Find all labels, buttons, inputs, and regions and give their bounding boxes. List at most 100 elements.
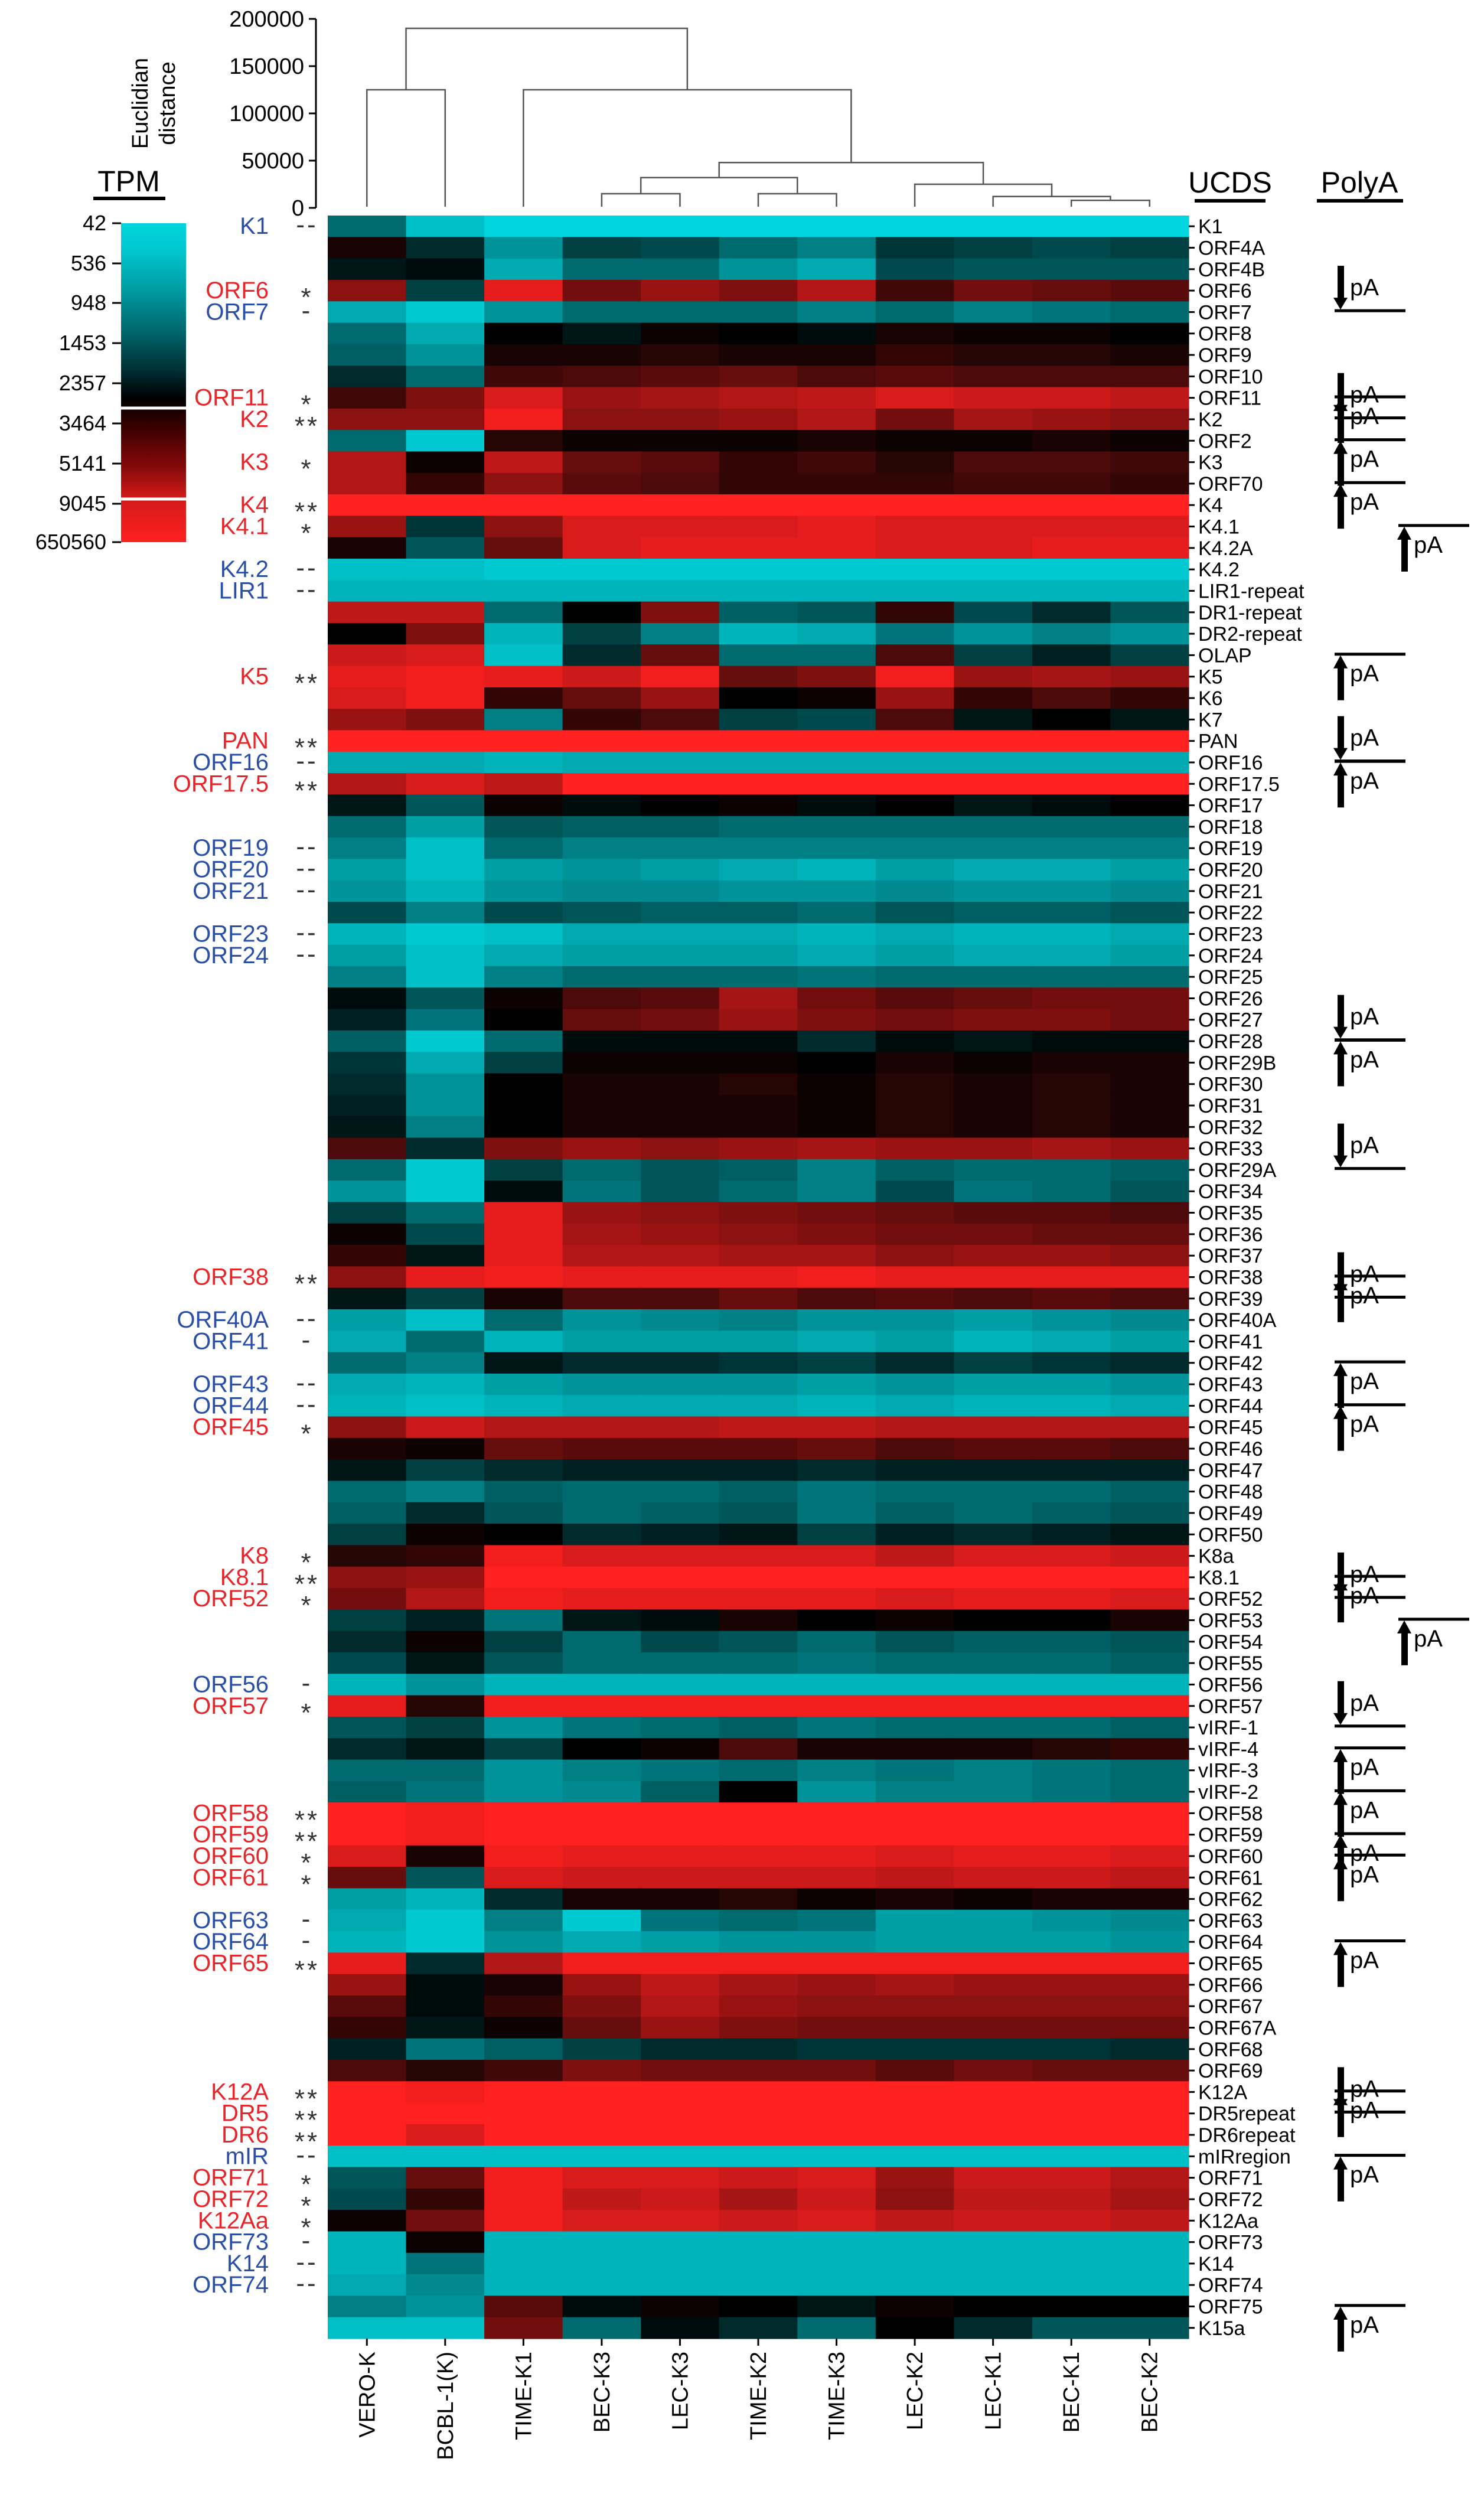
heatmap-cell [1032,1931,1111,1953]
heatmap-cell [1032,1266,1111,1289]
heatmap-cell [641,494,720,516]
heatmap-cell [954,1437,1033,1460]
heatmap-cell [562,1437,641,1460]
column-label: BCBL-1(K) [433,2352,458,2460]
dendrogram-tick-label: 200000 [229,7,304,32]
heatmap-cell [954,1888,1033,1910]
heatmap-cell [406,1373,485,1395]
heatmap-cell [954,2295,1033,2318]
heatmap-cell [1032,430,1111,452]
heatmap-cell [797,1459,876,1482]
heatmap-cell [406,1137,485,1160]
heatmap-cell [406,1738,485,1760]
ucds-row-label: DR1-repeat [1198,602,1302,624]
heatmap-cell [562,2124,641,2146]
heatmap-cell [1032,601,1111,624]
heatmap-cell [328,1609,407,1632]
heatmap-cell [328,2124,407,2146]
heatmap-cell [328,1481,407,1503]
ucds-row-label: ORF21 [1198,881,1263,903]
heatmap-cell [875,2252,954,2275]
heatmap-cell [1032,1995,1111,2017]
ucds-row-label: DR5repeat [1198,2103,1296,2125]
heatmap-cell [328,2102,407,2125]
heatmap-cell [954,923,1033,945]
ucds-row-label: K8a [1198,1545,1234,1568]
heatmap-cell [954,773,1033,795]
heatmap-cell [328,451,407,474]
heatmap-cell [641,1974,720,1996]
heatmap-cell [954,2252,1033,2275]
heatmap-cell [954,216,1033,237]
heatmap-cell [328,816,407,838]
heatmap-cell [484,966,563,988]
heatmap-cell [406,1502,485,1524]
heatmap-cell [562,344,641,366]
heatmap-cell [484,516,563,538]
heatmap-cell [328,1674,407,1696]
heatmap-cell [797,709,876,731]
heatmap-cell [641,1888,720,1910]
significance-mark: * [301,1591,313,1620]
heatmap-cell [1110,2017,1189,2039]
heatmap-cell [719,1609,798,1632]
polya-arrow-head [1333,655,1348,669]
heatmap-cell [875,451,954,474]
heatmap-cell [875,923,954,945]
heatmap-cell [1032,1395,1111,1417]
heatmap-cell [484,1395,563,1417]
heatmap-cell [641,366,720,388]
heatmap-cell [406,2017,485,2039]
heatmap-cell [875,1931,954,1953]
heatmap-cell [954,1352,1033,1374]
heatmap-cell [1110,430,1189,452]
heatmap-cell [875,1052,954,1074]
heatmap-cell [1032,1695,1111,1717]
heatmap-cell [1110,1094,1189,1117]
heatmap-cell [1110,666,1189,688]
heatmap-cell [797,1738,876,1760]
heatmap-cell [719,794,798,817]
heatmap-cell [406,1331,485,1353]
heatmap-cell [641,430,720,452]
polya-up-arrow: pA [1333,653,1405,700]
heatmap-cell [641,1395,720,1417]
heatmap-cell [562,2295,641,2318]
heatmap-cell [875,1331,954,1353]
heatmap-cell [954,301,1033,324]
heatmap-cell [1032,622,1111,645]
heatmap-cell [1110,601,1189,624]
heatmap-cell [328,1395,407,1417]
polya-up-arrow: pA [1333,481,1405,529]
polya-label: pA [1350,1004,1379,1030]
polya-arrow-shaft [1338,1552,1344,1587]
heatmap-cell [484,1781,563,1803]
heatmap-cell [406,837,485,859]
heatmap-cell [484,451,563,474]
ucds-row-label: mIRregion [1198,2145,1291,2168]
heatmap-cell [562,730,641,752]
heatmap-cell [719,1888,798,1910]
heatmap-cell [641,1781,720,1803]
heatmap-cell [797,559,876,581]
heatmap-cell [875,1437,954,1460]
heatmap-cell [719,366,798,388]
left-gene-label: ORF17.5 [173,771,269,797]
heatmap-cell [719,1824,798,1846]
heatmap-cell [406,1287,485,1310]
heatmap-cell [406,1695,485,1717]
heatmap-cell [954,1931,1033,1953]
heatmap-cell [1032,902,1111,924]
heatmap-cell [954,1867,1033,1889]
significance-mark: -- [296,2140,318,2169]
heatmap-cell [954,2317,1033,2339]
heatmap-cell [797,1588,876,1610]
heatmap-cell [484,1416,563,1439]
heatmap-cell [328,2188,407,2210]
ucds-row-label: ORF29A [1198,1159,1277,1182]
heatmap-cell [406,2274,485,2296]
heatmap-cell [406,987,485,1010]
heatmap-cell [328,1137,407,1160]
heatmap-cell [641,1009,720,1031]
